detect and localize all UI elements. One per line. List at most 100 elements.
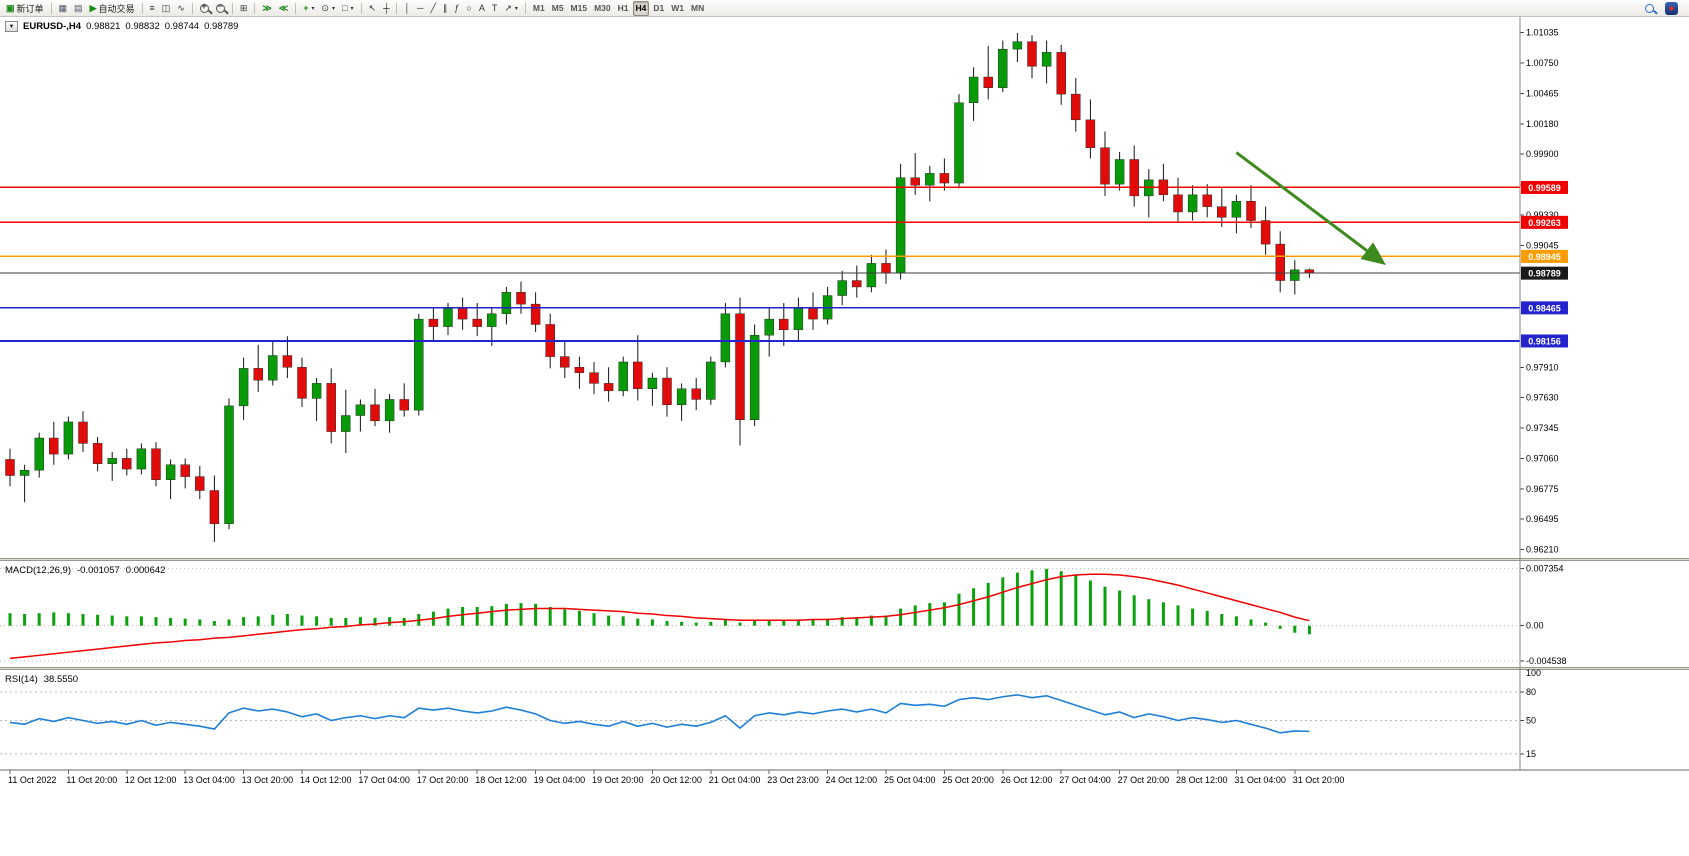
svg-text:21 Oct 04:00: 21 Oct 04:00 (709, 775, 761, 785)
chart-region: 1.010351.007501.004651.001800.999000.996… (0, 17, 1689, 856)
svg-text:80: 80 (1526, 687, 1536, 697)
svg-text:19 Oct 20:00: 19 Oct 20:00 (592, 775, 644, 785)
zoom-in-button[interactable]: + (197, 1, 212, 16)
svg-text:17 Oct 20:00: 17 Oct 20:00 (417, 775, 469, 785)
periods-button[interactable]: ⊙ ▾ (319, 1, 339, 16)
line-chart-mode-button[interactable]: ∿ (174, 1, 188, 16)
svg-text:0.98465: 0.98465 (1528, 303, 1561, 313)
price-level-0.98465[interactable]: 0.98465 (0, 301, 1568, 315)
timeframe-button-d1[interactable]: D1 (650, 1, 667, 16)
rsi-line (9, 694, 1310, 734)
svg-text:20 Oct 12:00: 20 Oct 12:00 (650, 775, 702, 785)
price-level-0.98945[interactable]: 0.98945 (0, 249, 1568, 263)
templates-button[interactable]: □ ▾ (339, 1, 356, 16)
search-button[interactable] (1642, 1, 1657, 16)
macd-main-value: -0.001057 (77, 565, 120, 576)
zoom-in-icon: + (199, 2, 209, 13)
toolbar-separator (254, 2, 256, 14)
symbol-name: EURUSD-,H4 (23, 21, 82, 32)
price-level-0.99589[interactable]: 0.99589 (0, 180, 1568, 194)
new-order-button[interactable]: ▣ 新订单 (3, 1, 47, 16)
zoom-out-button[interactable]: − (213, 1, 228, 16)
record-button[interactable]: ● (1662, 1, 1681, 16)
search-icon (1645, 3, 1654, 13)
svg-text:31 Oct 20:00: 31 Oct 20:00 (1293, 775, 1345, 785)
svg-text:0.96495: 0.96495 (1526, 514, 1559, 524)
svg-text:0.97630: 0.97630 (1526, 392, 1559, 402)
price-chart-canvas[interactable]: 1.010351.007501.004651.001800.999000.996… (0, 17, 1689, 856)
horizontal-line-tool-button[interactable]: ─ (414, 1, 426, 16)
svg-text:100: 100 (1526, 668, 1541, 678)
svg-text:0.97910: 0.97910 (1526, 362, 1559, 372)
trendline-tool-button[interactable]: ╱ (427, 1, 438, 16)
channel-tool-button[interactable]: ∥ (440, 1, 451, 16)
svg-text:0.99045: 0.99045 (1526, 241, 1559, 251)
market-watch-button[interactable]: ▤ (71, 1, 86, 16)
text-tool-button[interactable]: A (476, 1, 488, 16)
svg-text:13 Oct 04:00: 13 Oct 04:00 (183, 775, 235, 785)
toolbar-separator (295, 2, 297, 14)
svg-text:0.99900: 0.99900 (1526, 149, 1559, 159)
timeframe-button-m1[interactable]: M1 (530, 1, 548, 16)
new-order-label: 新订单 (16, 3, 44, 14)
svg-text:1.00180: 1.00180 (1526, 119, 1559, 129)
rsi-label-text: RSI(14) (5, 674, 38, 685)
text-label-icon: T (491, 2, 498, 13)
svg-text:25 Oct 04:00: 25 Oct 04:00 (884, 775, 936, 785)
svg-text:18 Oct 12:00: 18 Oct 12:00 (475, 775, 527, 785)
timeframe-button-w1[interactable]: W1 (668, 1, 687, 16)
svg-text:0.99589: 0.99589 (1528, 183, 1561, 193)
svg-text:11 Oct 20:00: 11 Oct 20:00 (66, 775, 117, 785)
svg-text:0.97345: 0.97345 (1526, 423, 1559, 433)
svg-text:0.99263: 0.99263 (1528, 218, 1561, 228)
symbol-dropdown-button[interactable]: ▼ (5, 21, 18, 32)
tile-windows-button[interactable]: ⊞ (237, 1, 251, 16)
indicators-button[interactable]: + ▾ (300, 1, 317, 16)
timeframe-button-h4[interactable]: H4 (632, 0, 650, 16)
svg-text:31 Oct 04:00: 31 Oct 04:00 (1234, 775, 1286, 785)
svg-text:0.97060: 0.97060 (1526, 453, 1559, 463)
svg-text:0.99330: 0.99330 (1526, 210, 1559, 220)
svg-text:24 Oct 12:00: 24 Oct 12:00 (826, 775, 878, 785)
shapes-icon: ○ (466, 2, 472, 13)
bar-chart-mode-button[interactable]: ≡ (147, 1, 158, 16)
timeframe-button-h1[interactable]: H1 (615, 1, 632, 16)
add-indicator-icon: + (303, 2, 309, 13)
auto-scroll-icon: ≫ (262, 2, 272, 13)
chart-shift-button[interactable]: ≪ (276, 1, 291, 16)
price-level-0.99263[interactable]: 0.99263 (0, 215, 1568, 229)
timeframe-button-m5[interactable]: M5 (549, 1, 567, 16)
svg-text:27 Oct 20:00: 27 Oct 20:00 (1118, 775, 1170, 785)
auto-trading-button[interactable]: ▶ 自动交易 (87, 1, 138, 16)
auto-scroll-button[interactable]: ≫ (259, 1, 274, 16)
price-level-0.98156[interactable]: 0.98156 (0, 334, 1568, 348)
vertical-line-tool-button[interactable]: │ (401, 1, 413, 16)
svg-text:0.98789: 0.98789 (1528, 269, 1561, 279)
ohlc-high: 0.98832 (125, 21, 160, 32)
timeframe-button-m15[interactable]: M15 (568, 1, 591, 16)
svg-text:19 Oct 04:00: 19 Oct 04:00 (534, 775, 586, 785)
shapes-tool-button[interactable]: ○ (463, 1, 474, 16)
toolbar-separator (191, 2, 193, 14)
text-label-tool-button[interactable]: T (489, 1, 501, 16)
toolbar-separator (524, 2, 526, 14)
candle-chart-mode-button[interactable]: ◫ (159, 1, 174, 16)
charts-window-button[interactable]: ▦ (56, 1, 71, 16)
toolbar-separator (396, 2, 398, 14)
price-level-0.98789[interactable]: 0.98789 (0, 266, 1568, 280)
crosshair-tool-button[interactable]: ┼ (380, 1, 392, 16)
macd-signal-line (9, 573, 1310, 660)
macd-panel: 0.007354 0.00 -0.004538 (0, 563, 1567, 666)
svg-text:14 Oct 12:00: 14 Oct 12:00 (300, 775, 352, 785)
line-chart-icon: ∿ (177, 2, 185, 13)
arrows-tool-button[interactable]: ↗ ▾ (501, 1, 521, 16)
fibonacci-tool-button[interactable]: ƒ (451, 1, 462, 16)
toolbar-separator (231, 2, 233, 14)
trend-arrow[interactable] (1235, 151, 1386, 266)
toolbar-right-group: ● (1642, 1, 1686, 16)
timeframe-button-m30[interactable]: M30 (591, 1, 614, 16)
timeframe-button-mn[interactable]: MN (688, 1, 707, 16)
cursor-tool-button[interactable]: ↖ (366, 1, 380, 16)
svg-text:12 Oct 12:00: 12 Oct 12:00 (125, 775, 177, 785)
chevron-down-icon: ▾ (350, 5, 354, 12)
